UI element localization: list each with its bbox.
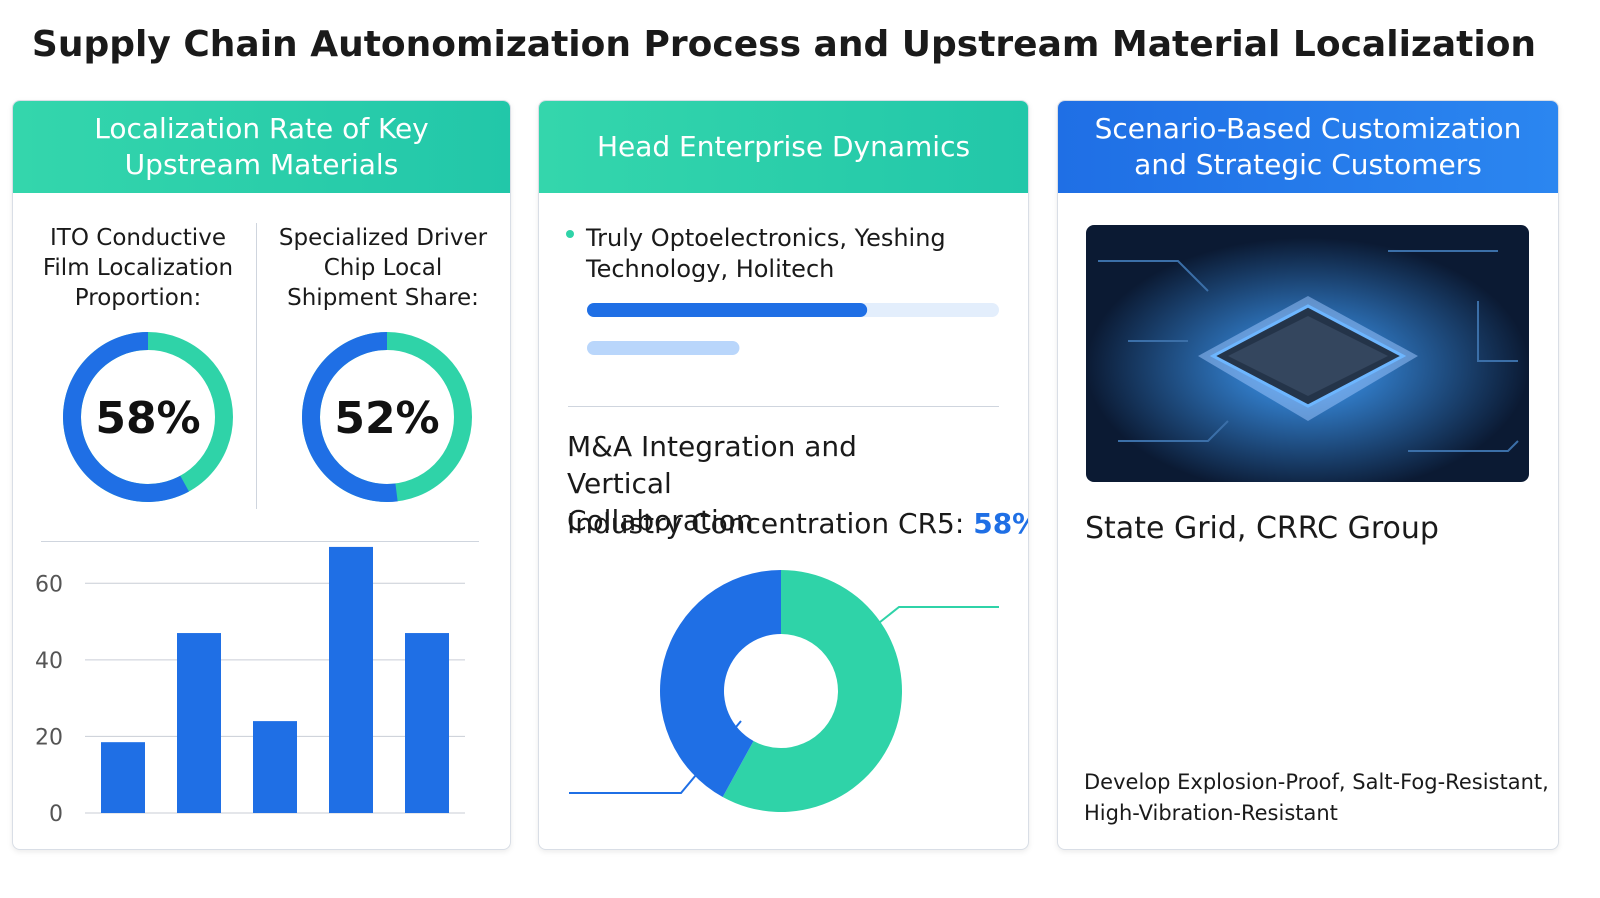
caption: Develop Explosion-Proof, Salt-Fog-Resist… [1084, 770, 1549, 825]
gauge-value: 58% [95, 393, 200, 444]
page-title: Supply Chain Autonomization Process and … [31, 24, 1537, 65]
y-tick-label: 20 [35, 725, 63, 750]
bar [253, 721, 297, 813]
illustrations [1086, 225, 1529, 482]
cr5-label: Industry Concentration CR5: [567, 507, 965, 540]
divider [568, 406, 999, 407]
bar [329, 546, 373, 813]
y-tick-label: 40 [35, 649, 63, 674]
panel: Scenario-Based Customization and Strateg… [1057, 100, 1559, 850]
panel-header: Scenario-Based Customization and Strateg… [1058, 101, 1558, 193]
gauge-label: ITO Conductive Film Localization Proport… [42, 225, 234, 311]
chip-top [1228, 316, 1388, 396]
bar [177, 633, 221, 813]
circuit-traces [1098, 250, 1519, 452]
bullet-dot [566, 230, 574, 238]
y-tick-label: 0 [49, 802, 63, 827]
panel: Localization Rate of Key Upstream Materi… [12, 100, 511, 850]
progress-bar [587, 341, 740, 355]
bar [101, 742, 145, 813]
donut-segment [660, 570, 781, 798]
panel-header: Head Enterprise Dynamics [539, 101, 1028, 193]
divider [41, 541, 479, 542]
panel-graphics: 58% 52% 0 20 40 60 [35, 332, 472, 827]
gauge-label: Specialized Driver Chip Local Shipment S… [278, 225, 488, 311]
bullet-text: Truly Optoelectronics, Yeshing Technolog… [586, 224, 946, 283]
gauge-value: 52% [334, 393, 439, 444]
panel: Head Enterprise Dynamics Truly Optoelect… [538, 100, 1029, 850]
bar [405, 633, 449, 813]
panel-graphics [569, 303, 999, 812]
donut-segment [722, 570, 902, 812]
gauge-arc [301, 332, 398, 502]
customers: State Grid, CRRC Group [1085, 511, 1439, 546]
gauge-arc [62, 332, 189, 502]
panel-header: Localization Rate of Key Upstream Materi… [13, 101, 510, 193]
progress-bar [587, 303, 868, 317]
y-tick-label: 60 [35, 572, 63, 597]
subheading: M&A Integration and Vertical Collaborati… [567, 430, 857, 537]
divider [256, 223, 257, 509]
cr5-line: Industry Concentration CR5: 58% [567, 507, 1028, 540]
cr5-value: 58% [973, 507, 1028, 540]
